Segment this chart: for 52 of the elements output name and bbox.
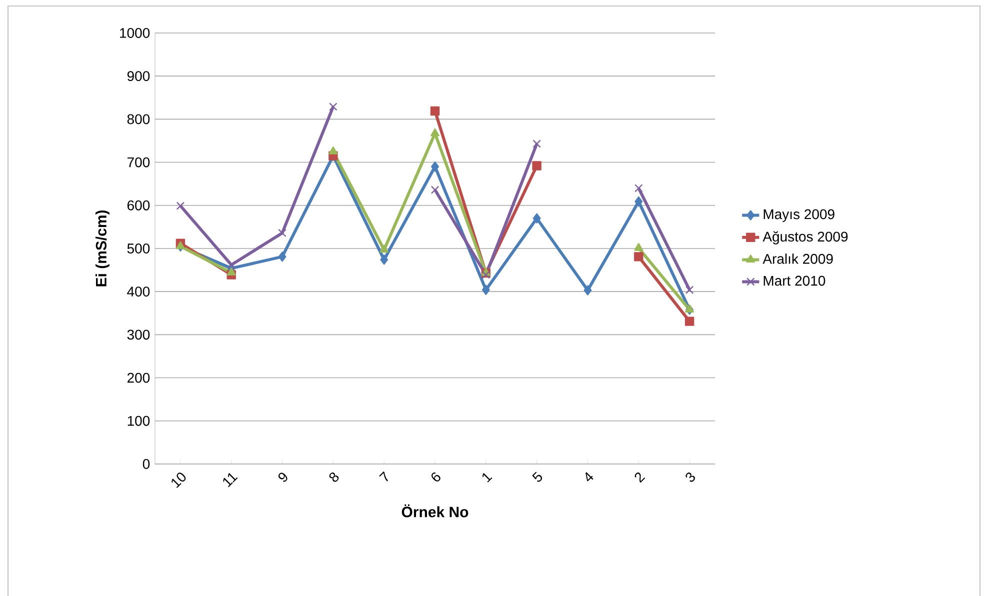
x-tick-label: 3: [686, 472, 696, 482]
point: [482, 284, 490, 295]
point: [584, 285, 592, 296]
x-tick-label: 8: [329, 472, 339, 482]
point: [226, 268, 236, 276]
x-tick-label: 9: [278, 472, 288, 482]
x-tick-label: 5: [532, 472, 542, 482]
legend-label: Mart 2010: [764, 276, 826, 286]
x-tick-label: 7: [379, 471, 388, 482]
point: [329, 102, 338, 111]
point: [634, 184, 643, 192]
point: [532, 161, 542, 170]
x-tick-label: 1: [482, 473, 492, 482]
x-tick-label: 6: [432, 472, 440, 482]
y-tick-label: 700: [128, 157, 150, 168]
x-tick-label: 2: [634, 472, 646, 483]
point: [430, 128, 440, 136]
point: [380, 254, 388, 265]
point: [634, 242, 644, 251]
y-tick-label: 1000: [120, 28, 150, 38]
y-tick-label: 800: [127, 114, 150, 124]
point: [634, 196, 643, 207]
x-tick-label: 10: [172, 472, 186, 488]
y-tick-label: 0: [142, 459, 150, 469]
x-tick-label: 4: [586, 472, 594, 482]
point: [227, 260, 236, 269]
x-tick-label: 11: [223, 473, 238, 488]
point: [532, 140, 541, 148]
x-axis-title: Örnek No: [402, 504, 468, 518]
point: [482, 270, 490, 279]
point: [380, 244, 389, 253]
y-tick-label: 300: [127, 330, 150, 340]
point: [278, 252, 286, 262]
legend-label: Mayıs 2009: [764, 209, 834, 222]
point: [684, 316, 694, 326]
y-tick-label: 100: [128, 416, 150, 426]
point: [430, 106, 440, 116]
point: [430, 186, 440, 194]
point: [532, 213, 541, 224]
y-tick-label: 500: [127, 244, 150, 254]
y-axis-title: Ei (mS/cm): [95, 210, 110, 286]
y-tick-label: 200: [127, 372, 150, 383]
y-tick-label: 600: [127, 200, 150, 210]
legend-label: Aralık 2009: [762, 254, 833, 264]
point: [634, 252, 644, 262]
point: [431, 162, 439, 172]
y-tick-label: 900: [127, 71, 150, 82]
y-tick-label: 400: [127, 286, 150, 297]
point: [176, 202, 185, 210]
point: [685, 286, 694, 294]
point: [328, 146, 338, 154]
legend-label: Ağustos 2009: [762, 231, 848, 244]
